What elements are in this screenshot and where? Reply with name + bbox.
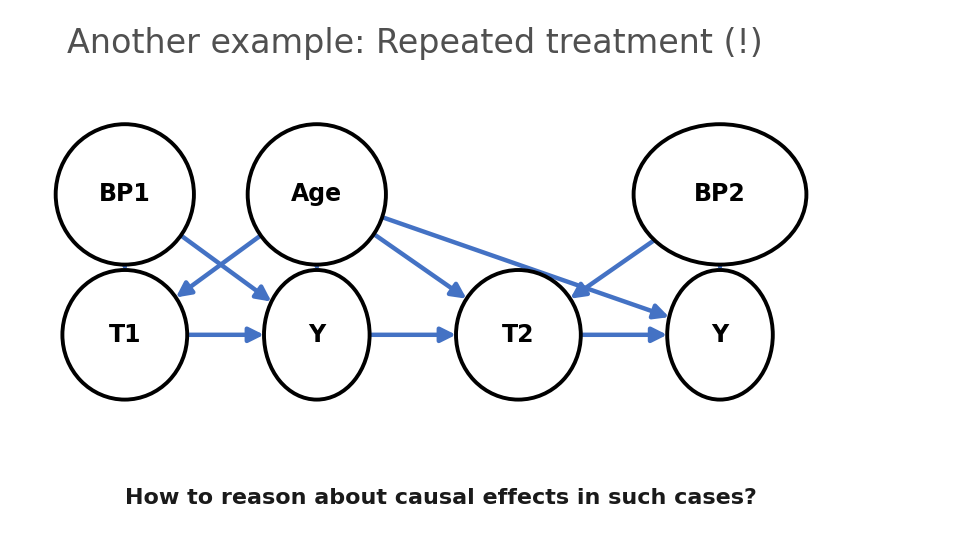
Text: BP1: BP1 bbox=[99, 183, 151, 206]
Text: Y: Y bbox=[308, 323, 325, 347]
Ellipse shape bbox=[634, 124, 806, 265]
Text: BP2: BP2 bbox=[694, 183, 746, 206]
Text: T2: T2 bbox=[502, 323, 535, 347]
Ellipse shape bbox=[248, 124, 386, 265]
Text: Another example: Repeated treatment (!): Another example: Repeated treatment (!) bbox=[67, 27, 763, 60]
Text: T1: T1 bbox=[108, 323, 141, 347]
Ellipse shape bbox=[264, 270, 370, 400]
Ellipse shape bbox=[456, 270, 581, 400]
Ellipse shape bbox=[667, 270, 773, 400]
Text: Age: Age bbox=[291, 183, 343, 206]
Text: How to reason about causal effects in such cases?: How to reason about causal effects in su… bbox=[125, 488, 756, 508]
Ellipse shape bbox=[62, 270, 187, 400]
Text: Y: Y bbox=[711, 323, 729, 347]
Ellipse shape bbox=[56, 124, 194, 265]
